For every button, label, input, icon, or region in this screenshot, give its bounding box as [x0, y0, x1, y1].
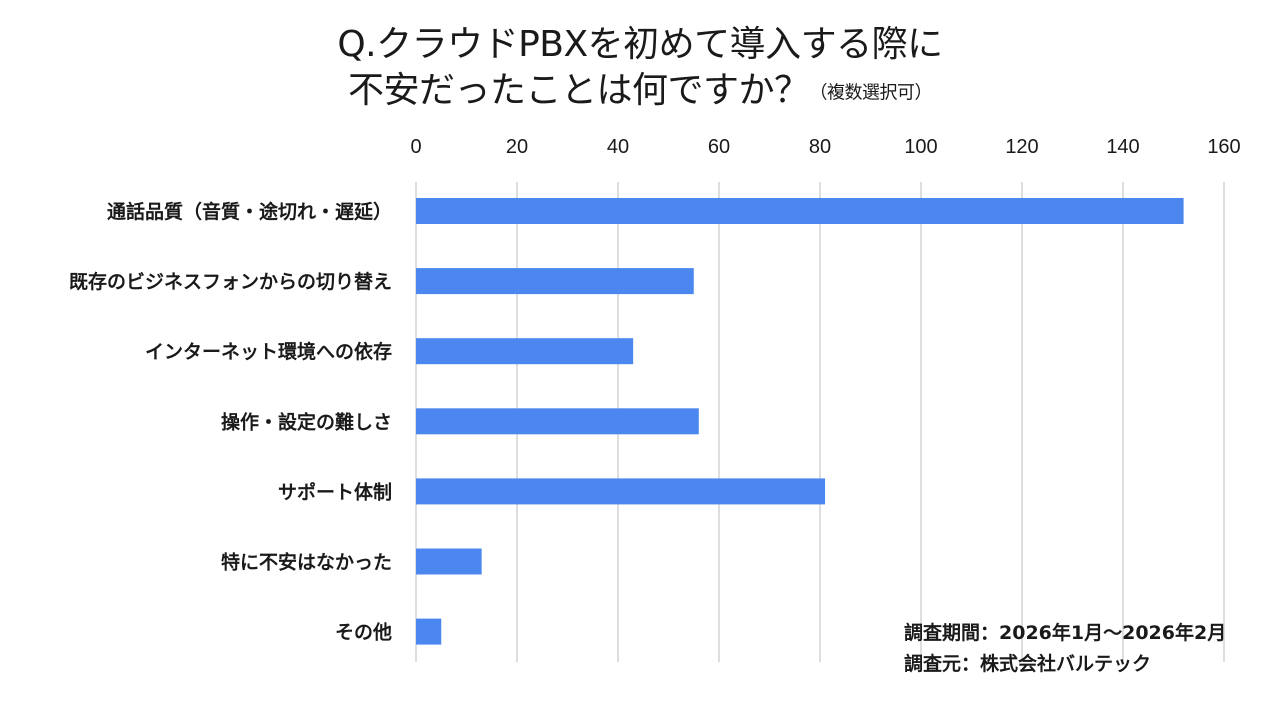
bar [416, 618, 442, 645]
survey-period-note: 調査期間：2026年1月～2026年2月 [904, 622, 1227, 644]
bar [416, 548, 482, 575]
category-label: サポート体制 [278, 480, 392, 503]
category-label: 特に不安はなかった [221, 551, 392, 574]
category-label: その他 [335, 621, 392, 644]
x-tick-label: 140 [1106, 136, 1139, 158]
chart-title: Q.クラウドPBXを初めて導入する際に 不安だったことは何ですか？（複数選択可） [0, 22, 1280, 116]
x-tick-label: 60 [708, 136, 730, 158]
x-tick-label: 20 [506, 136, 528, 158]
x-tick-label: 80 [809, 136, 831, 158]
title-line-2-text: 不安だったことは何ですか？ [347, 70, 810, 111]
bar [416, 408, 699, 435]
bar [416, 268, 694, 295]
x-axis-tick-labels: 0 20 40 60 80 100 120 140 160 [410, 136, 1240, 158]
category-label: 既存のビジネスフォンからの切り替え [69, 270, 392, 293]
title-line-2: 不安だったことは何ですか？（複数選択可） [0, 68, 1280, 116]
survey-source-note: 調査元：株式会社バルテック [904, 653, 1152, 675]
bar [416, 338, 634, 365]
title-line-1: Q.クラウドPBXを初めて導入する際に [337, 24, 943, 65]
title-note: （複数選択可） [809, 82, 933, 104]
x-tick-label: 0 [410, 136, 421, 158]
bar [416, 198, 1184, 224]
category-labels: 通話品質（音質・途切れ・遅延） 既存のビジネスフォンからの切り替えインターネット環… [69, 200, 392, 644]
category-label: 通話品質（音質・途切れ・遅延） [107, 200, 392, 223]
category-label: インターネット環境への依存 [145, 340, 392, 363]
bars [416, 198, 1184, 645]
x-tick-label: 160 [1207, 136, 1240, 158]
x-tick-label: 120 [1005, 136, 1038, 158]
x-tick-label: 40 [607, 136, 629, 158]
x-tick-label: 100 [904, 136, 937, 158]
bar [416, 478, 826, 505]
category-label: 操作・設定の難しさ [221, 410, 392, 433]
